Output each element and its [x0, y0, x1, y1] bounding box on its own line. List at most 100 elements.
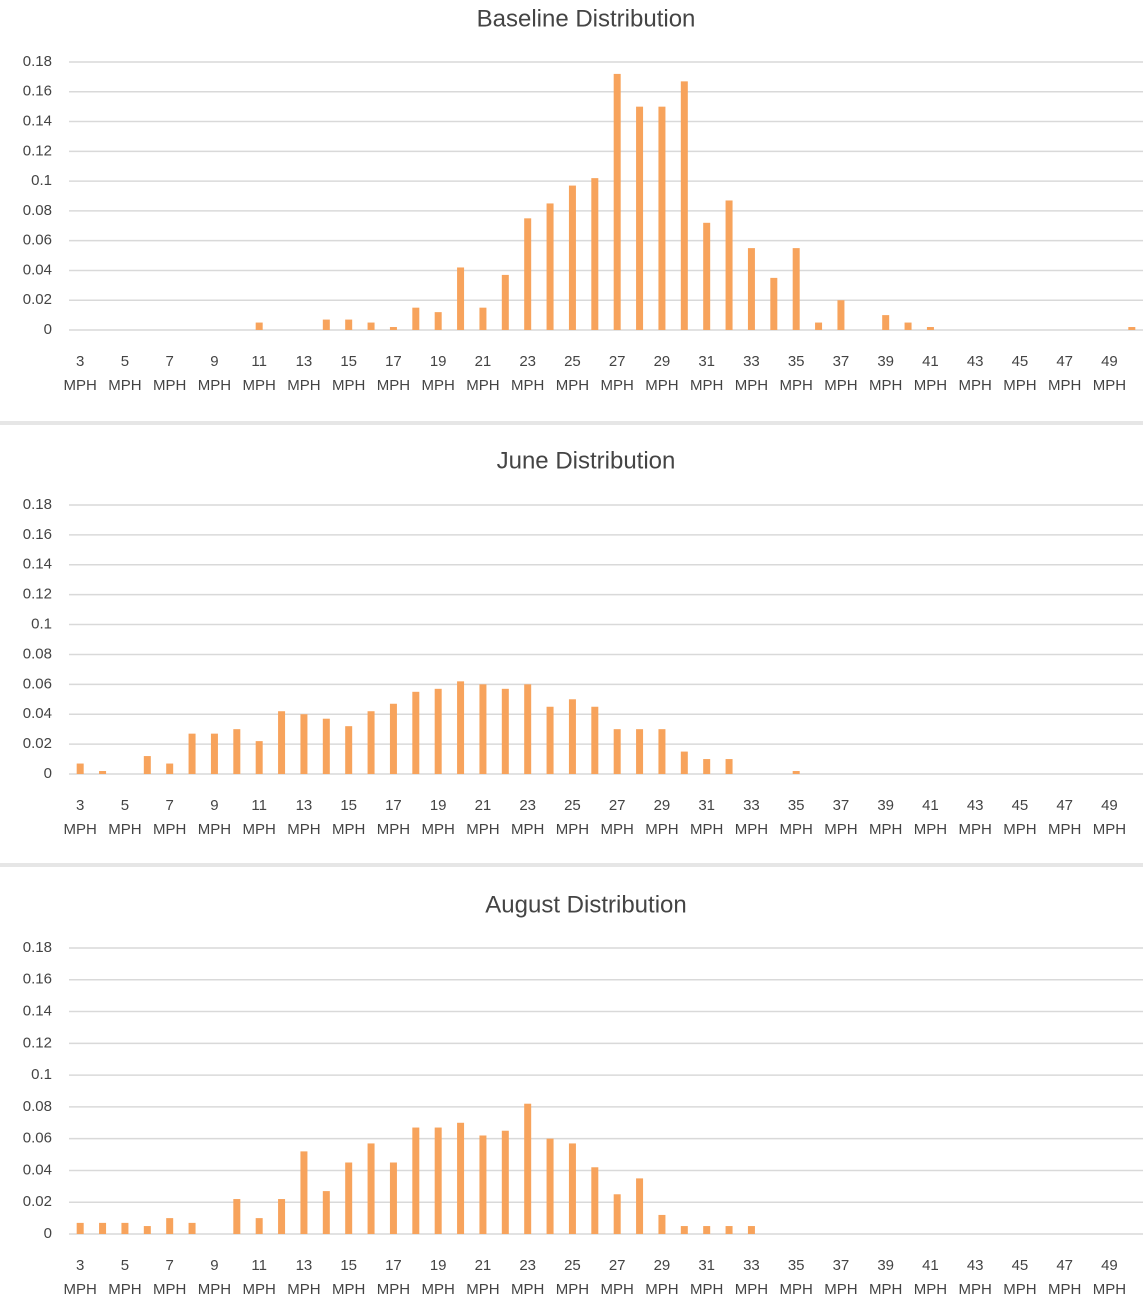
x-tick-label: 19 MPH: [422, 353, 455, 394]
y-tick-label: 0.16: [23, 526, 52, 543]
bar: [255, 1218, 263, 1234]
bar: [703, 1226, 711, 1234]
bar: [658, 106, 666, 331]
x-tick-label: 3 MPH: [64, 797, 97, 838]
x-tick-label: 31 MPH: [690, 353, 723, 394]
x-tick-label: 31 MPH: [690, 1257, 723, 1298]
bar: [680, 81, 688, 330]
bar: [747, 1226, 755, 1234]
x-tick-label: 7 MPH: [153, 797, 186, 838]
x-tick-label: 33 MPH: [735, 353, 768, 394]
x-tick-label: 47 MPH: [1048, 1257, 1081, 1298]
x-tick-label: 47 MPH: [1048, 797, 1081, 838]
bar: [457, 267, 465, 330]
y-tick-label: 0.16: [23, 971, 52, 988]
x-tick-label: 41 MPH: [914, 797, 947, 838]
x-tick-label: 29 MPH: [645, 1257, 678, 1298]
x-tick-label: 23 MPH: [511, 353, 544, 394]
x-tick-label: 25 MPH: [556, 353, 589, 394]
bar: [255, 322, 263, 330]
bar: [926, 327, 934, 330]
x-tick-label: 41 MPH: [914, 1257, 947, 1298]
bar: [636, 106, 644, 331]
bar: [680, 1226, 688, 1234]
x-tick-label: 47 MPH: [1048, 353, 1081, 394]
x-tick-label: 31 MPH: [690, 797, 723, 838]
bar: [367, 1143, 375, 1234]
bar: [76, 1222, 84, 1234]
y-tick-label: 0: [44, 765, 52, 782]
bar: [479, 684, 487, 774]
x-tick-label: 9 MPH: [198, 1257, 231, 1298]
x-tick-label: 3 MPH: [64, 353, 97, 394]
y-tick-label: 0.18: [23, 496, 52, 513]
bar: [434, 312, 442, 330]
y-tick-label: 0.12: [23, 586, 52, 603]
x-tick-label: 35 MPH: [780, 797, 813, 838]
chart-title: June Distribution: [497, 447, 676, 474]
bar: [524, 218, 532, 330]
x-tick-label: 25 MPH: [556, 1257, 589, 1298]
x-tick-label: 27 MPH: [601, 797, 634, 838]
bar: [322, 319, 330, 330]
x-tick-label: 5 MPH: [108, 797, 141, 838]
bar: [591, 178, 599, 330]
x-tick-label: 39 MPH: [869, 1257, 902, 1298]
y-tick-label: 0.06: [23, 675, 52, 692]
bar: [412, 307, 420, 330]
x-tick-label: 13 MPH: [287, 353, 320, 394]
x-tick-label: 29 MPH: [645, 353, 678, 394]
bar: [166, 763, 174, 774]
separator: [0, 863, 1143, 867]
y-tick-label: 0.1: [31, 1066, 52, 1083]
x-tick-label: 41 MPH: [914, 353, 947, 394]
x-tick-label: 29 MPH: [645, 797, 678, 838]
x-tick-label: 23 MPH: [511, 797, 544, 838]
x-tick-label: 11 MPH: [243, 1257, 276, 1298]
y-tick-label: 0.18: [23, 939, 52, 956]
bar: [278, 711, 286, 774]
bar: [188, 1222, 196, 1234]
bar: [143, 756, 151, 774]
x-tick-label: 37 MPH: [824, 353, 857, 394]
y-tick-label: 0.14: [23, 113, 52, 130]
bar: [703, 759, 711, 774]
bar: [636, 1178, 644, 1234]
x-tick-label: 13 MPH: [287, 797, 320, 838]
bar: [457, 1122, 465, 1234]
y-tick-label: 0.06: [23, 232, 52, 249]
x-tick-label: 19 MPH: [422, 1257, 455, 1298]
bar: [837, 300, 845, 330]
bar: [591, 706, 599, 774]
bar: [255, 741, 263, 774]
bar: [233, 1199, 241, 1234]
bar: [143, 1226, 151, 1234]
bar: [278, 1199, 286, 1234]
separator: [0, 421, 1143, 425]
bar: [613, 1194, 621, 1234]
x-tick-label: 37 MPH: [824, 1257, 857, 1298]
bar: [658, 1214, 666, 1234]
x-tick-label: 39 MPH: [869, 797, 902, 838]
x-tick-label: 45 MPH: [1003, 1257, 1036, 1298]
x-tick-label: 43 MPH: [959, 797, 992, 838]
y-tick-label: 0.04: [23, 1161, 52, 1178]
bar: [815, 322, 823, 330]
bar: [680, 751, 688, 774]
bar: [121, 1222, 129, 1234]
x-tick-label: 5 MPH: [108, 353, 141, 394]
bar: [434, 1127, 442, 1234]
x-tick-label: 23 MPH: [511, 1257, 544, 1298]
y-tick-label: 0.02: [23, 735, 52, 752]
y-tick-label: 0.16: [23, 83, 52, 100]
bar: [479, 307, 487, 330]
bar: [792, 248, 800, 330]
bar: [546, 203, 554, 330]
bar: [568, 1143, 576, 1234]
x-tick-label: 25 MPH: [556, 797, 589, 838]
bar: [792, 771, 800, 774]
x-tick-label: 39 MPH: [869, 353, 902, 394]
bar: [345, 726, 353, 774]
